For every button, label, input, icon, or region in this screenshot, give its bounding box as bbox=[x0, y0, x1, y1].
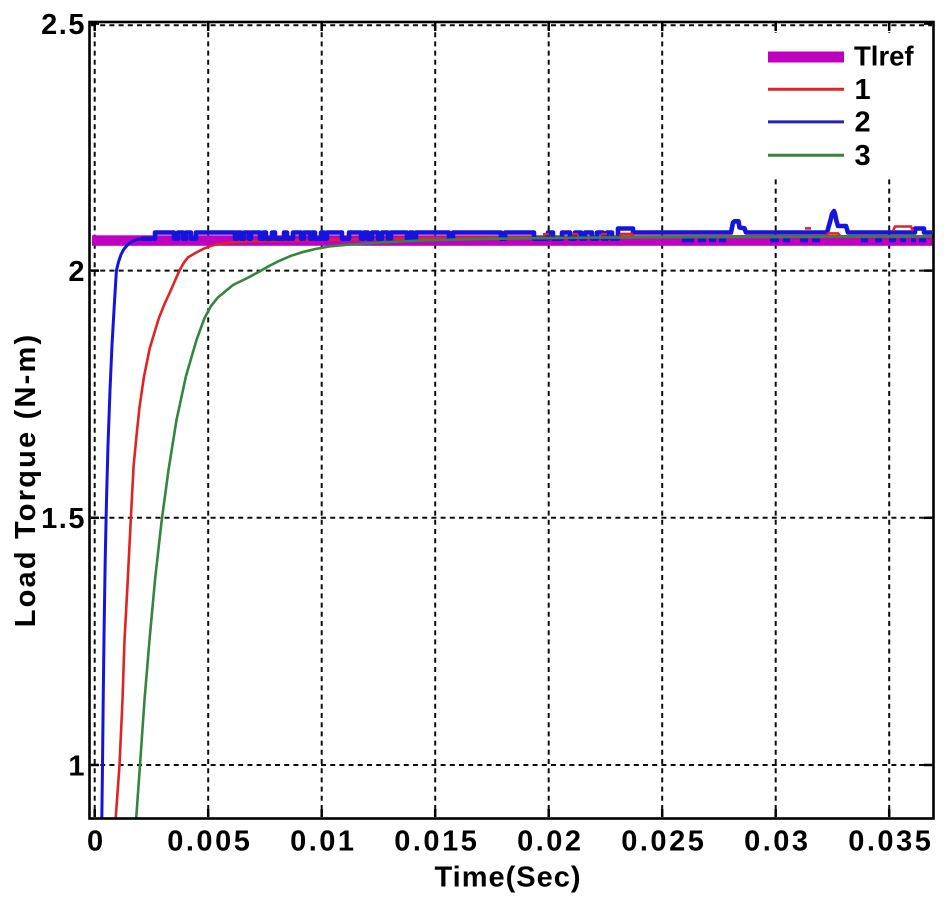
svg-text:0.015: 0.015 bbox=[394, 826, 479, 858]
svg-text:0.035: 0.035 bbox=[848, 826, 933, 858]
svg-text:Time(Sec): Time(Sec) bbox=[434, 862, 581, 894]
svg-text:1.5: 1.5 bbox=[41, 503, 86, 535]
svg-text:2: 2 bbox=[68, 256, 86, 288]
svg-text:2.5: 2.5 bbox=[41, 9, 86, 41]
svg-text:1: 1 bbox=[855, 74, 874, 106]
svg-text:Tlref: Tlref bbox=[854, 41, 914, 72]
svg-text:0.03: 0.03 bbox=[744, 826, 810, 858]
svg-text:1: 1 bbox=[68, 750, 86, 782]
svg-text:Load Torque (N-m): Load Torque (N-m) bbox=[10, 333, 42, 628]
svg-text:0.025: 0.025 bbox=[621, 826, 706, 858]
svg-text:0.01: 0.01 bbox=[290, 826, 356, 858]
svg-text:0: 0 bbox=[87, 826, 106, 858]
svg-text:0.02: 0.02 bbox=[517, 826, 583, 858]
svg-text:2: 2 bbox=[855, 107, 874, 139]
svg-text:3: 3 bbox=[855, 140, 874, 172]
svg-text:0.005: 0.005 bbox=[167, 826, 252, 858]
